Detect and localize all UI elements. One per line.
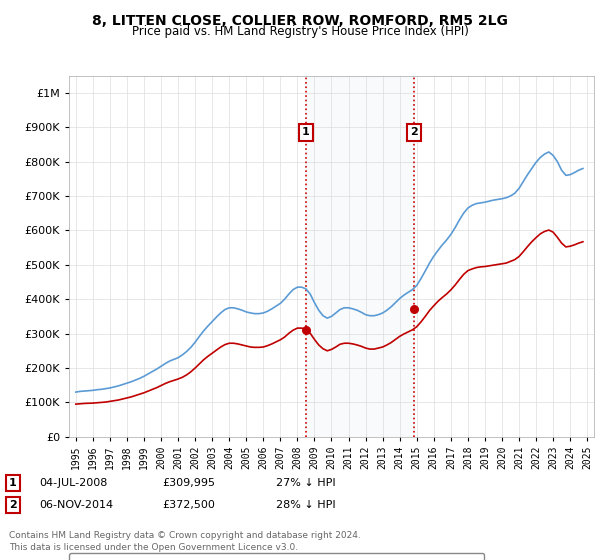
Text: 1: 1 [302,127,310,137]
Bar [306,76,414,437]
Text: 28% ↓ HPI: 28% ↓ HPI [276,500,335,510]
Text: 8, LITTEN CLOSE, COLLIER ROW, ROMFORD, RM5 2LG: 8, LITTEN CLOSE, COLLIER ROW, ROMFORD, R… [92,14,508,28]
Text: 2: 2 [9,500,17,510]
Point [301,326,311,335]
Text: 04-JUL-2008: 04-JUL-2008 [39,478,107,488]
Text: 1: 1 [9,478,17,488]
Legend: 8, LITTEN CLOSE, COLLIER ROW, ROMFORD, RM5 2LG (detached house), HPI: Average pr: 8, LITTEN CLOSE, COLLIER ROW, ROMFORD, R… [69,553,484,560]
Text: £309,995: £309,995 [162,478,215,488]
Text: Price paid vs. HM Land Registry's House Price Index (HPI): Price paid vs. HM Land Registry's House … [131,25,469,38]
Point [409,304,419,313]
Text: 27% ↓ HPI: 27% ↓ HPI [276,478,335,488]
Text: Contains HM Land Registry data © Crown copyright and database right 2024.
This d: Contains HM Land Registry data © Crown c… [9,531,361,552]
Text: 06-NOV-2014: 06-NOV-2014 [39,500,113,510]
Text: 2: 2 [410,127,418,137]
Text: £372,500: £372,500 [162,500,215,510]
